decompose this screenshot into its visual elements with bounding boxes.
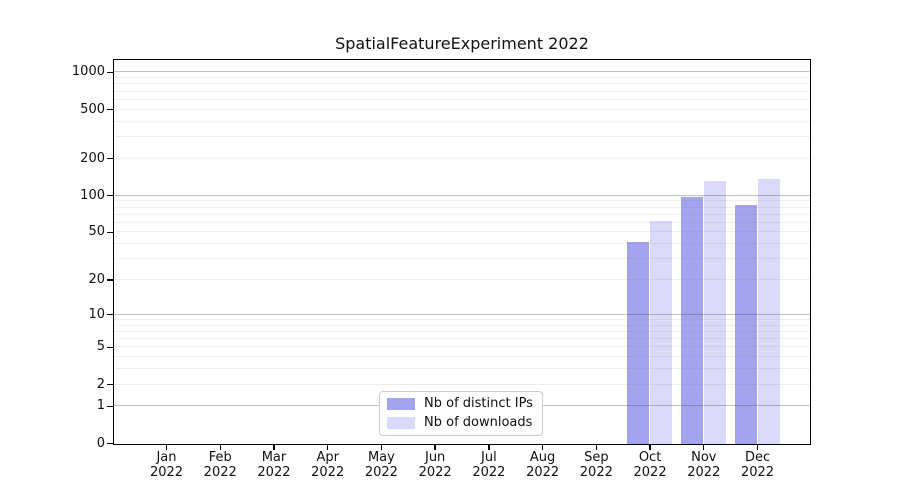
y-gridline-minor xyxy=(114,98,810,100)
legend-item-distinct-ips: Nb of distinct IPs xyxy=(387,396,535,412)
y-tick-mark xyxy=(107,405,113,407)
x-tick-year: 2022 xyxy=(149,465,184,480)
x-tick-month: Jun xyxy=(424,450,446,465)
x-tick-label-may: May 2022 xyxy=(351,450,411,480)
bar-distinct-ips-dec xyxy=(734,205,757,444)
y-gridline-major xyxy=(114,71,810,73)
x-tick-mark xyxy=(541,445,544,450)
x-tick-month: Apr xyxy=(316,450,339,465)
x-tick-month: Jul xyxy=(481,450,497,465)
y-tick-label: 1000 xyxy=(71,64,105,80)
y-tick-mark xyxy=(107,231,113,234)
x-tick-month: Aug xyxy=(529,450,556,465)
x-tick-year: 2022 xyxy=(633,465,667,480)
x-tick-year: 2022 xyxy=(203,465,237,480)
x-tick-month: Oct xyxy=(638,450,662,465)
y-tick-mark xyxy=(107,108,113,111)
x-tick-month: Feb xyxy=(208,450,232,465)
y-tick-label: 500 xyxy=(80,101,105,117)
y-tick-label: 0 xyxy=(96,435,105,451)
x-tick-mark xyxy=(434,445,436,450)
y-tick-label: 200 xyxy=(80,150,105,166)
x-tick-mark xyxy=(703,445,705,450)
bar-downloads-oct xyxy=(650,220,673,444)
x-tick-mark xyxy=(219,445,221,450)
y-gridline-minor xyxy=(114,136,810,138)
x-tick-label-jun: Jun 2022 xyxy=(405,450,465,480)
x-tick-label-dec: Dec 2022 xyxy=(728,450,788,480)
y-tick-mark xyxy=(107,383,113,386)
y-tick-mark xyxy=(107,71,113,74)
x-tick-label-jul: Jul 2022 xyxy=(459,450,519,480)
x-tick-label-mar: Mar 2022 xyxy=(244,450,304,480)
x-tick-year: 2022 xyxy=(740,465,775,480)
bar-distinct-ips-oct xyxy=(627,242,650,444)
x-tick-month: Jan xyxy=(156,450,177,465)
y-gridline-minor xyxy=(114,90,810,92)
x-tick-mark xyxy=(273,445,275,450)
x-tick-month: Nov xyxy=(691,450,717,465)
y-gridline-minor xyxy=(114,120,810,122)
bar-distinct-ips-nov xyxy=(680,197,703,444)
legend-label-distinct-ips: Nb of distinct IPs xyxy=(424,396,533,411)
y-gridline-minor xyxy=(114,83,810,85)
x-tick-month: May xyxy=(367,450,395,465)
x-tick-label-jan: Jan 2022 xyxy=(137,450,197,480)
chart-title: SpatialFeatureExperiment 2022 xyxy=(335,34,589,53)
y-gridline-minor xyxy=(114,157,810,159)
y-tick-mark xyxy=(107,279,113,281)
bar-downloads-dec xyxy=(757,179,780,444)
x-tick-year: 2022 xyxy=(687,465,721,480)
y-tick-mark xyxy=(107,314,113,316)
bar-downloads-nov xyxy=(703,180,726,444)
y-tick-label: 10 xyxy=(88,306,105,322)
x-tick-year: 2022 xyxy=(418,465,452,480)
x-tick-mark xyxy=(488,445,490,450)
x-tick-year: 2022 xyxy=(526,465,560,480)
x-tick-mark xyxy=(326,445,329,450)
x-tick-year: 2022 xyxy=(579,465,613,480)
y-tick-label: 2 xyxy=(96,376,105,392)
x-tick-month: Sep xyxy=(584,450,609,465)
x-tick-mark xyxy=(595,445,598,450)
x-tick-label-feb: Feb 2022 xyxy=(190,450,250,480)
legend-swatch-downloads xyxy=(387,417,415,429)
x-tick-label-aug: Aug 2022 xyxy=(513,450,573,480)
legend-label-downloads: Nb of downloads xyxy=(424,415,533,430)
x-tick-month: Mar xyxy=(261,450,287,465)
x-tick-mark xyxy=(649,445,651,450)
x-tick-mark xyxy=(756,445,759,450)
legend: Nb of distinct IPs Nb of downloads xyxy=(379,391,543,436)
x-tick-mark xyxy=(380,445,383,450)
y-tick-label: 50 xyxy=(88,224,105,240)
y-tick-mark xyxy=(107,346,113,348)
x-tick-mark xyxy=(165,445,168,450)
y-tick-label: 1 xyxy=(96,398,105,414)
y-tick-mark xyxy=(107,194,113,197)
x-tick-label-nov: Nov 2022 xyxy=(674,450,734,480)
x-tick-month: Dec xyxy=(744,450,771,465)
x-tick-year: 2022 xyxy=(472,465,506,480)
y-tick-mark xyxy=(107,158,113,160)
x-tick-label-sep: Sep 2022 xyxy=(566,450,626,480)
x-tick-label-oct: Oct 2022 xyxy=(620,450,680,480)
legend-item-downloads: Nb of downloads xyxy=(387,415,535,431)
plot-area xyxy=(113,59,811,445)
x-tick-year: 2022 xyxy=(311,465,345,480)
x-tick-label-apr: Apr 2022 xyxy=(298,450,358,480)
y-gridline-minor xyxy=(114,108,810,110)
legend-swatch-distinct-ips xyxy=(387,398,415,410)
y-tick-mark xyxy=(107,442,113,445)
x-tick-year: 2022 xyxy=(364,465,398,480)
y-gridline-minor xyxy=(114,77,810,79)
y-tick-label: 20 xyxy=(88,272,105,287)
y-tick-label: 100 xyxy=(80,187,105,203)
x-tick-year: 2022 xyxy=(257,465,291,480)
y-tick-label: 5 xyxy=(96,339,105,355)
